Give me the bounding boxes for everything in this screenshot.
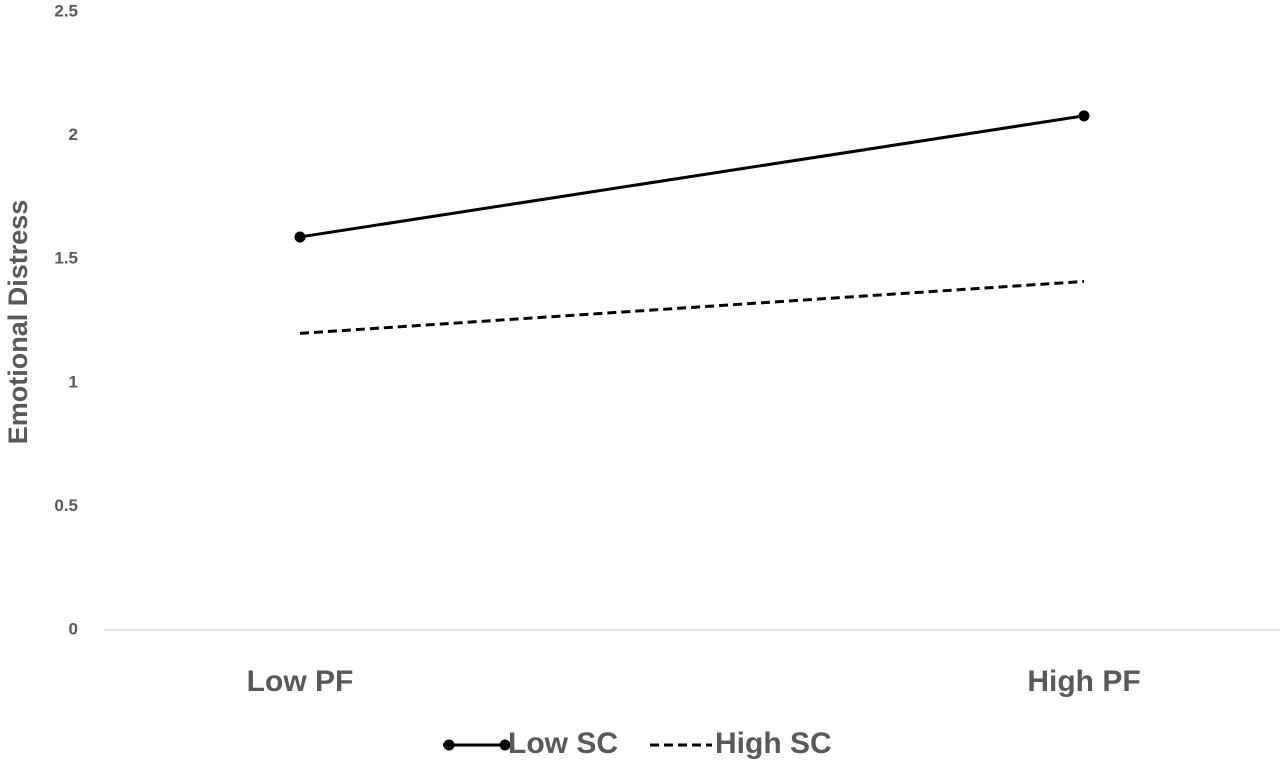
x-tick-label: High PF [1027,665,1140,698]
data-point [294,231,306,243]
y-tick-label: 1.5 [54,249,78,268]
data-point [1078,110,1090,122]
y-tick-label: 0.5 [54,496,78,515]
legend-marker [443,739,455,751]
y-tick-label: 0 [69,619,78,638]
y-axis-title: Emotional Distress [3,200,33,445]
y-tick-label: 2.5 [54,1,78,20]
y-tick-label: 2 [69,125,78,144]
legend-label: High SC [715,727,832,760]
legend-label: Low SC [508,727,618,760]
series-line [299,114,1085,239]
legend-marker [499,739,511,751]
series-line [299,279,1085,335]
x-tick-label: Low PF [247,665,354,698]
y-tick-label: 1 [69,372,78,391]
